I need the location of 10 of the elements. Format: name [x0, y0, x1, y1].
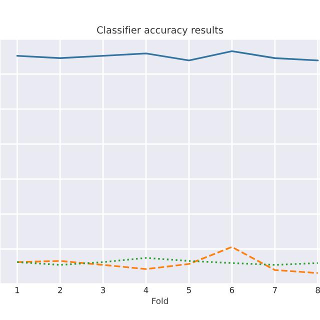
x-tick-label: 8: [316, 286, 320, 294]
x-tick-label: 6: [230, 286, 234, 294]
x-tick-label: 3: [101, 286, 106, 294]
x-tick-label: 7: [272, 287, 277, 294]
chart-title: Classifier accuracy results: [97, 26, 224, 36]
x-tick-label: 1: [15, 287, 20, 294]
x-axis-title: Fold: [152, 298, 168, 304]
x-tick-label: 2: [58, 286, 62, 294]
x-tick-label: 4: [144, 287, 148, 294]
x-tick-label: 5: [186, 287, 191, 294]
